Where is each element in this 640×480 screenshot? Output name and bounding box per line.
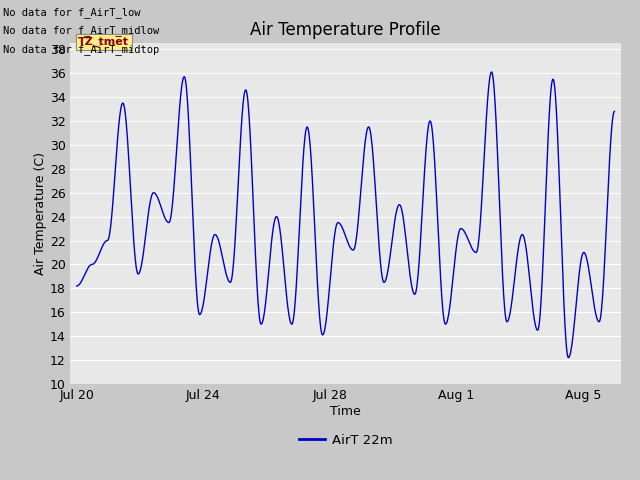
Y-axis label: Air Temperature (C): Air Temperature (C)	[34, 152, 47, 275]
Legend: AirT 22m: AirT 22m	[294, 429, 397, 452]
Text: TZ_tmet: TZ_tmet	[78, 36, 129, 47]
X-axis label: Time: Time	[330, 405, 361, 418]
Title: Air Temperature Profile: Air Temperature Profile	[250, 21, 441, 39]
Text: No data for f_AirT_midlow: No data for f_AirT_midlow	[3, 25, 159, 36]
Text: No data for f_AirT_low: No data for f_AirT_low	[3, 7, 141, 18]
Text: No data for f_AirT_midtop: No data for f_AirT_midtop	[3, 44, 159, 55]
